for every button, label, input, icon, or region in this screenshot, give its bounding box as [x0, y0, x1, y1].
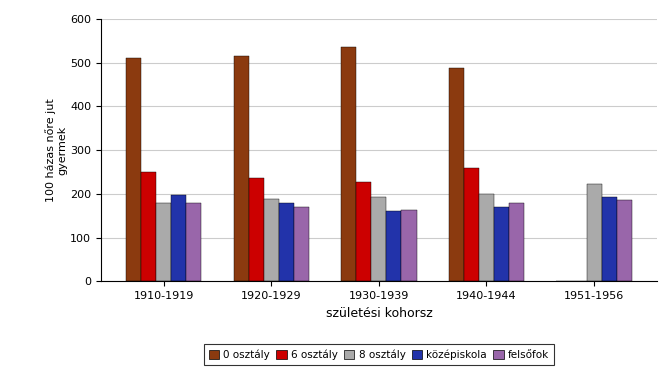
Y-axis label: 100 házas nőre jut
gyermek: 100 házas nőre jut gyermek: [44, 98, 67, 202]
Bar: [356, 182, 372, 281]
Bar: [141, 172, 156, 281]
Bar: [294, 207, 309, 281]
Bar: [386, 211, 401, 281]
Bar: [279, 204, 294, 281]
Bar: [601, 197, 617, 281]
Bar: [494, 207, 509, 281]
Bar: [249, 178, 264, 281]
Bar: [479, 194, 494, 281]
Bar: [126, 58, 141, 281]
Bar: [372, 197, 386, 281]
Bar: [156, 202, 171, 281]
Bar: [464, 168, 479, 281]
Bar: [234, 56, 249, 281]
Bar: [341, 47, 356, 281]
Bar: [264, 199, 279, 281]
Legend: 0 osztály, 6 osztály, 8 osztály, középiskola, felsőfok: 0 osztály, 6 osztály, 8 osztály, középis…: [204, 344, 554, 365]
Bar: [509, 204, 524, 281]
Bar: [186, 202, 202, 281]
Bar: [401, 210, 417, 281]
Bar: [449, 68, 464, 281]
Bar: [587, 184, 601, 281]
X-axis label: születési kohorsz: születési kohorsz: [325, 306, 432, 320]
Bar: [171, 195, 186, 281]
Bar: [617, 200, 632, 281]
